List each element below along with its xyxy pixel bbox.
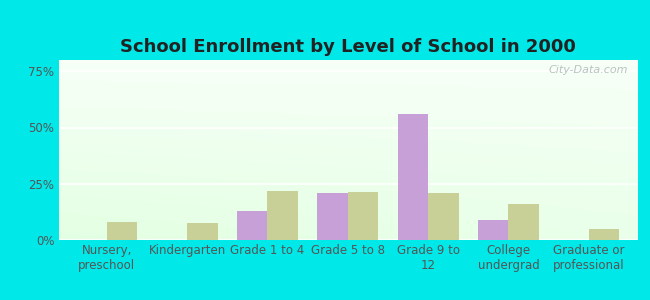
Bar: [348, 192, 378, 240]
Bar: [508, 204, 539, 240]
Text: City-Data.com: City-Data.com: [549, 65, 629, 75]
Bar: [317, 193, 348, 240]
Title: School Enrollment by Level of School in 2000: School Enrollment by Level of School in …: [120, 38, 576, 56]
Bar: [428, 193, 459, 240]
Bar: [267, 190, 298, 240]
Bar: [589, 229, 619, 240]
Bar: [107, 222, 137, 240]
Bar: [187, 223, 218, 240]
Bar: [478, 220, 508, 240]
Bar: [398, 114, 428, 240]
Bar: [237, 211, 267, 240]
